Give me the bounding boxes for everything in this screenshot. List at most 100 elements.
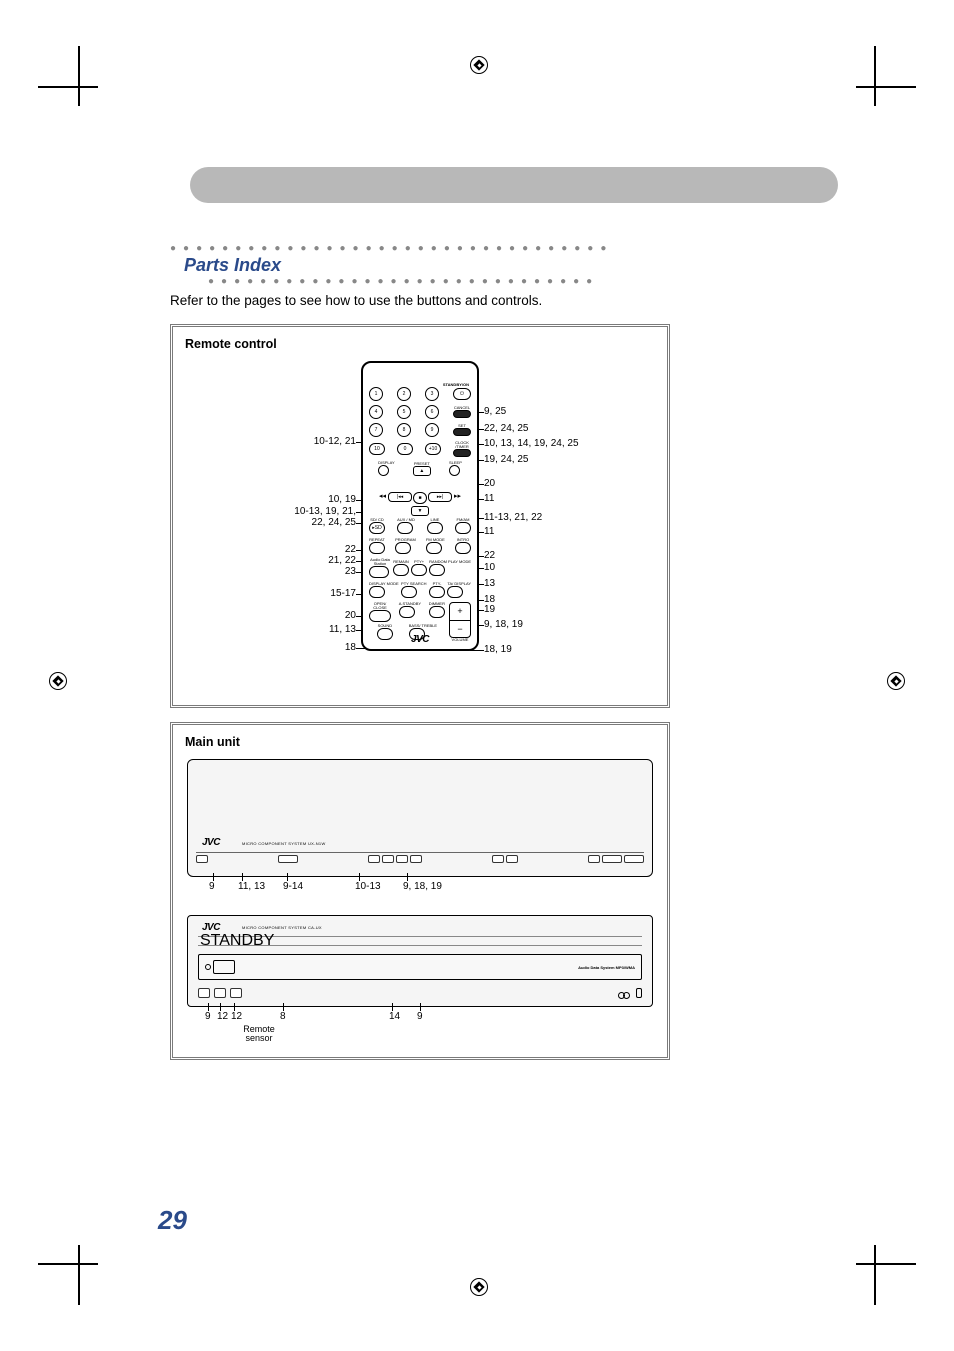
remote-btn-10: 10 [369, 443, 385, 455]
main-callout: 8 [280, 1011, 286, 1022]
remote-btn-9: 9 [425, 423, 439, 437]
main-callout: 11, 13 [238, 881, 265, 892]
section-title: Parts Index [170, 253, 670, 278]
remote-btn-preset: ▲ [413, 466, 431, 476]
remote-panel: Remote control 10-12, 2110, 1910-13, 19,… [170, 324, 670, 708]
remote-btn-3: 3 [425, 387, 439, 401]
main-unit-front: JVC MICRO COMPONENT SYSTEM CA-UX STANDBY… [187, 915, 653, 1007]
main-callout: 9 [205, 1011, 211, 1022]
remote-callout-right: 9, 25 [484, 407, 506, 417]
remote-btn-random [429, 564, 445, 576]
remote-callout-left: 15-17 [330, 589, 356, 599]
main-callout: 9 [417, 1011, 423, 1022]
remote-btn-4: 4 [369, 405, 383, 419]
dot-row-top: ●●●●●●●●●●●●●●●●●●●●●●●●●●●●●●●●●● [170, 245, 670, 253]
cd-text: Audio Data System MP3/WMA [578, 965, 635, 970]
unit-btn-i [624, 855, 644, 863]
front-buttons [198, 988, 642, 1000]
remote-callout-right: 20 [484, 479, 495, 489]
unit-btn-a [368, 855, 380, 863]
unit-btn-f [506, 855, 518, 863]
dot-row-bottom: ●●●●●●●●●●●●●●●●●●●●●●●●●●●●●● [170, 278, 670, 286]
remote-callout-right: 11 [484, 494, 494, 504]
reg-mark-right [887, 672, 905, 690]
main-callout: 9-14 [283, 881, 303, 892]
remote-btn-ptyplus [411, 564, 427, 576]
header-band [190, 167, 838, 203]
remote-callout-left: 21, 22 [328, 556, 356, 566]
main-callout: 12 [231, 1011, 242, 1022]
remote-callout-right: 19, 24, 25 [484, 455, 528, 465]
remote-callout-left: 22, 24, 25 [312, 518, 356, 528]
remote-btn-display [378, 465, 389, 476]
remote-callout-right: 22, 24, 25 [484, 424, 528, 434]
remote-btn-line [427, 522, 443, 534]
remote-btn-2: 2 [397, 387, 411, 401]
unit-btn-e [492, 855, 504, 863]
unit-btn-h [602, 855, 622, 863]
main-callout: 9, 18, 19 [403, 881, 442, 892]
remote-btn-ptyminus [429, 586, 445, 598]
remote-callout-right: 13 [484, 579, 495, 589]
main-callout: 12 [217, 1011, 228, 1022]
standby-led [205, 964, 211, 970]
remote-logo: JVC [411, 634, 429, 645]
remote-callout-left: 10, 19 [328, 495, 356, 505]
remote-callout-left: 11, 13 [329, 625, 356, 635]
unit-btn-b [382, 855, 394, 863]
remote-btn-5: 5 [397, 405, 411, 419]
front-eject [636, 988, 642, 998]
unit-button-strip [196, 852, 644, 870]
front-btn-3 [230, 988, 242, 998]
corner-tr [856, 46, 916, 106]
unit-subtitle-1: MICRO COMPONENT SYSTEM UX-N1W [242, 841, 326, 846]
remote-btn-next: ▸▸| [428, 492, 452, 502]
remote-btn-dimmer [429, 606, 445, 618]
remote-btn-set [453, 428, 471, 436]
remote-btn-sleep [449, 465, 460, 476]
remote-btn-fmmode [426, 542, 442, 554]
remote-btn-stop: ■ [413, 492, 427, 504]
remote-btn-0: 0 [397, 443, 413, 455]
page-number: 29 [158, 1205, 187, 1236]
remote-btn-1: 1 [369, 387, 383, 401]
remote-btn-remain [393, 564, 409, 576]
corner-tl [38, 46, 98, 106]
unit-subtitle-2: MICRO COMPONENT SYSTEM CA-UX [242, 925, 322, 930]
unit-btn-power [196, 855, 208, 863]
remote-btn-open [369, 610, 391, 622]
cd-tray: Audio Data System MP3/WMA [198, 954, 642, 980]
remote-btn-plus10: +10 [425, 443, 441, 455]
unit-btn-g [588, 855, 600, 863]
headphone-jack [616, 988, 632, 1000]
unit-btn-source [278, 855, 298, 863]
remote-callout-right: 18, 19 [484, 645, 512, 655]
display-window [213, 960, 235, 974]
unit-btn-c [396, 855, 408, 863]
remote-sensor-label: Remotesensor [237, 1025, 281, 1043]
remote-panel-title: Remote control [185, 337, 655, 351]
main-callout: 10-13 [355, 881, 381, 892]
remote-btn-sd: ▸SD [369, 522, 385, 534]
unit-logo-1: JVC [202, 837, 220, 848]
remote-btn-repeat [369, 542, 385, 554]
remote-btn-8: 8 [397, 423, 411, 437]
remote-btn-ads [369, 566, 389, 578]
unit-btn-d [410, 855, 422, 863]
remote-callout-right: 11-13, 21, 22 [484, 513, 542, 523]
remote-callout-left: 18 [345, 643, 356, 653]
main-callout: 9 [209, 881, 215, 892]
corner-bl [38, 1245, 98, 1305]
remote-volume: +− [449, 602, 471, 638]
remote-callout-right: 19 [484, 605, 495, 615]
remote-callout-right: 10, 13, 14, 19, 24, 25 [484, 439, 579, 449]
remote-btn-cancel [453, 410, 471, 418]
remote-callout-left: 22 [345, 545, 356, 555]
remote-btn-6: 6 [425, 405, 439, 419]
remote-btn-prev: |◂◂ [388, 492, 412, 502]
main-unit-title: Main unit [185, 735, 655, 749]
remote-callout-right: 9, 18, 19 [484, 620, 523, 630]
remote-callout-right: 10 [484, 563, 495, 573]
main-unit-top: JVC MICRO COMPONENT SYSTEM UX-N1W [187, 759, 653, 877]
remote-btn-astandby [399, 606, 415, 618]
